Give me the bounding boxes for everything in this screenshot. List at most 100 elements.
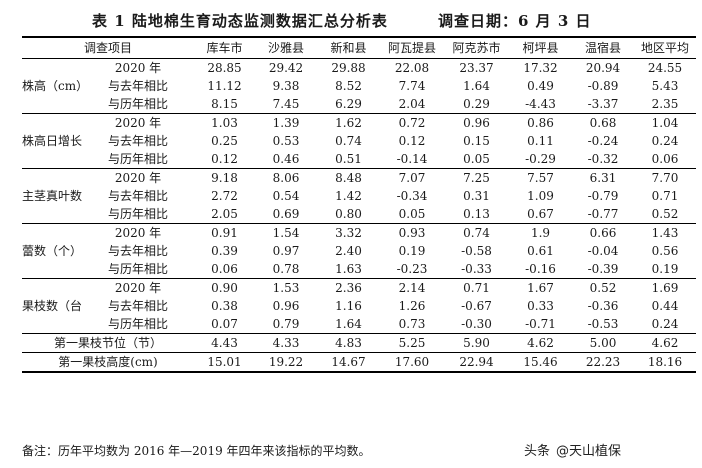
title-bar: 表 1 陆地棉生育动态监测数据汇总分析表 调查日期：6 月 3 日 <box>0 6 702 30</box>
table-row: 与历年相比 2.05 0.69 0.80 0.05 0.13 0.67 -0.77 0.52 <box>22 205 696 224</box>
value-cell: 22.94 <box>444 352 510 373</box>
value-cell: 0.61 <box>527 243 554 258</box>
value-cell: 29.88 <box>317 58 381 77</box>
value-cell: 0.31 <box>463 188 490 203</box>
value-cell: 0.74 <box>444 223 510 242</box>
value-cell: -0.23 <box>396 261 428 276</box>
header-cell-item: 调查项目 <box>22 36 195 59</box>
table-row: 与历年相比 8.15 7.45 6.29 2.04 0.29 -4.43 -3.37 2.35 <box>22 95 696 114</box>
value-cell: -0.39 <box>587 261 619 276</box>
value-cell: -0.33 <box>461 261 492 276</box>
value-cell: 0.38 <box>211 298 238 313</box>
value-cell: 3.32 <box>317 223 381 242</box>
row-label: 2020 年 <box>82 278 195 297</box>
value-cell: 20.94 <box>572 58 635 77</box>
value-cell: 0.11 <box>527 133 554 148</box>
row-label: 与去年相比 <box>108 78 169 93</box>
value-cell: 2.36 <box>317 278 381 297</box>
metric-label: 株高（cm） <box>22 58 82 114</box>
value-cell: 4.62 <box>634 333 697 353</box>
value-cell: -0.30 <box>461 316 492 331</box>
value-cell: 1.9 <box>509 223 573 242</box>
value-cell: 1.67 <box>509 278 573 297</box>
table-row: 与历年相比 0.07 0.79 1.64 0.73 -0.30 -0.71 -0.53 0.24 <box>22 315 696 334</box>
value-cell: 7.25 <box>444 168 510 187</box>
value-cell: 2.04 <box>398 96 426 111</box>
value-cell: 6.29 <box>335 96 362 111</box>
value-cell: 0.72 <box>380 113 445 132</box>
value-cell: 0.06 <box>211 261 238 276</box>
row-label: 与去年相比 <box>108 133 169 148</box>
value-cell: 0.54 <box>272 188 300 203</box>
value-cell: -0.77 <box>587 206 619 221</box>
value-cell: 2.72 <box>211 188 238 203</box>
value-cell: 8.48 <box>317 168 381 187</box>
value-cell: 1.16 <box>335 298 362 313</box>
value-cell: 1.53 <box>255 278 318 297</box>
stats-table: 调查项目 库车市 沙雅县 新和县 阿瓦提县 阿克苏市 柯坪县 温宿县 地区平均 … <box>22 36 697 373</box>
value-cell: 0.15 <box>463 133 490 148</box>
metric-label: 第一果枝高度(cm) <box>22 352 195 373</box>
row-label: 2020 年 <box>82 168 195 187</box>
value-cell: -0.29 <box>525 151 556 166</box>
value-cell: 28.85 <box>194 58 256 77</box>
value-cell: 1.63 <box>335 261 362 276</box>
table-body: 株高（cm） 2020 年 28.85 29.42 29.88 22.08 23.37 17.… <box>22 58 697 373</box>
value-cell: 2.14 <box>380 278 445 297</box>
table-row: 与去年相比 0.25 0.53 0.74 0.12 0.15 0.11 -0.24 0.24 <box>22 132 696 150</box>
value-cell: 0.79 <box>272 316 300 331</box>
row-label: 与历年相比 <box>108 206 169 221</box>
value-cell: 0.56 <box>651 243 679 258</box>
footnote: 备注：历年平均数为 2016 年—2019 年四年来该指标的平均数。 <box>22 444 371 458</box>
table-row: 第一果枝高度(cm) 15.01 19.22 14.67 17.60 22.94 15.46… <box>22 352 697 373</box>
table-row: 与历年相比 0.06 0.78 1.63 -0.23 -0.33 -0.16 -0.39 0.1… <box>22 260 696 279</box>
value-cell: 22.23 <box>572 352 635 373</box>
row-label: 2020 年 <box>82 58 195 77</box>
header-cell-kuche: 库车市 <box>194 36 256 59</box>
value-cell: 1.64 <box>463 78 490 93</box>
value-cell: 15.46 <box>509 352 573 373</box>
value-cell: 2.35 <box>651 96 679 111</box>
value-cell: 1.09 <box>527 188 554 203</box>
value-cell: 6.31 <box>572 168 635 187</box>
value-cell: 0.49 <box>527 78 554 93</box>
value-cell: 0.29 <box>463 96 490 111</box>
value-cell: 15.01 <box>194 352 256 373</box>
value-cell: 0.13 <box>463 206 490 221</box>
table-row: 蕾数（个） 2020 年 0.91 1.54 3.32 0.93 0.74 1.9 0.66 1.… <box>22 223 697 279</box>
value-cell: 7.57 <box>509 168 573 187</box>
value-cell: -0.53 <box>587 316 619 331</box>
value-cell: 0.80 <box>335 206 362 221</box>
value-cell: 0.52 <box>651 206 679 221</box>
metric-label: 蕾数（个） <box>22 223 82 279</box>
row-label: 与历年相比 <box>108 96 169 111</box>
header-cell-xinhe: 新和县 <box>317 36 381 59</box>
table-row: 第一果枝节位（节） 4.43 4.33 4.83 5.25 5.90 4.62 5.00 4.6… <box>22 333 697 353</box>
value-cell: 23.37 <box>444 58 510 77</box>
value-cell: 7.07 <box>380 168 445 187</box>
value-cell: 1.42 <box>335 188 362 203</box>
value-cell: 9.18 <box>194 168 256 187</box>
value-cell: 4.62 <box>509 333 573 353</box>
header-row: 调查项目 库车市 沙雅县 新和县 阿瓦提县 阿克苏市 柯坪县 温宿县 地区平均 <box>22 36 697 59</box>
value-cell: 0.24 <box>651 316 679 331</box>
value-cell: -0.89 <box>587 78 619 93</box>
table-row: 与历年相比 0.12 0.46 0.51 -0.14 0.05 -0.29 -0.32 0.06 <box>22 150 696 169</box>
value-cell: 19.22 <box>255 352 318 373</box>
metric-label: 株高日增长量（cm） <box>22 113 82 169</box>
value-cell: 0.19 <box>398 243 426 258</box>
value-cell: 1.62 <box>317 113 381 132</box>
value-cell: 0.12 <box>211 151 238 166</box>
row-label: 2020 年 <box>82 223 195 242</box>
value-cell: -0.32 <box>587 151 619 166</box>
value-cell: -0.36 <box>587 298 619 313</box>
value-cell: 0.05 <box>463 151 490 166</box>
value-cell: 0.71 <box>444 278 510 297</box>
value-cell: 4.83 <box>317 333 381 353</box>
value-cell: 0.93 <box>380 223 445 242</box>
value-cell: -0.67 <box>461 298 492 313</box>
value-cell: 18.16 <box>634 352 697 373</box>
value-cell: 0.78 <box>272 261 300 276</box>
value-cell: 17.60 <box>380 352 445 373</box>
value-cell: 0.53 <box>272 133 300 148</box>
